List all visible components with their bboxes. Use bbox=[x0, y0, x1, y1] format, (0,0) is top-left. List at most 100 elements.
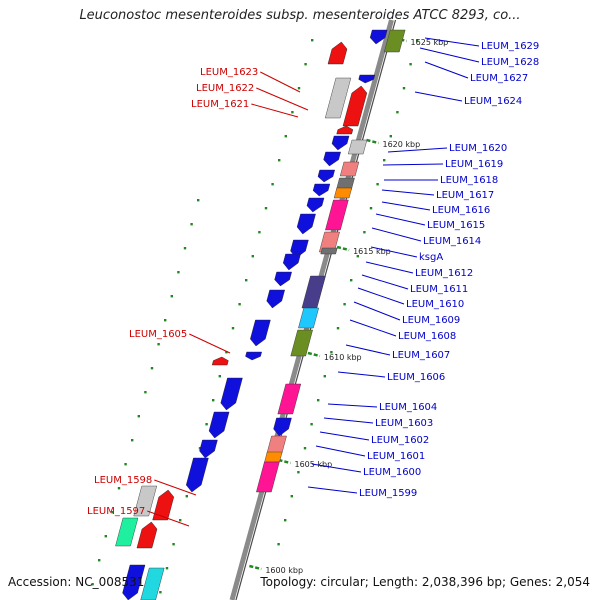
gene-feature bbox=[290, 329, 313, 357]
leader-line bbox=[349, 319, 397, 337]
gene-label: LEUM_1598 bbox=[94, 475, 152, 486]
leader-line bbox=[154, 479, 197, 496]
leader-line bbox=[353, 301, 401, 321]
gene-arrow bbox=[211, 356, 229, 366]
leader-line bbox=[311, 463, 362, 473]
guide-dot bbox=[205, 423, 208, 426]
gene-feature bbox=[245, 351, 262, 361]
guide-dot bbox=[343, 303, 346, 306]
kbp-tick bbox=[249, 564, 262, 571]
gene-arrow bbox=[266, 289, 285, 309]
gene-box bbox=[264, 451, 283, 463]
leader-line bbox=[419, 47, 480, 63]
leader-line bbox=[307, 486, 358, 494]
guide-dot bbox=[157, 343, 160, 346]
gene-feature bbox=[312, 183, 331, 197]
gene-label: LEUM_1618 bbox=[440, 175, 498, 186]
gene-label: LEUM_1616 bbox=[432, 205, 490, 216]
gene-arrow bbox=[282, 253, 301, 271]
guide-dot bbox=[185, 495, 188, 498]
guide-dot bbox=[117, 487, 121, 490]
leader-line bbox=[256, 87, 309, 111]
guide-dot bbox=[258, 231, 261, 234]
guide-dot bbox=[336, 327, 340, 330]
guide-dot bbox=[402, 87, 406, 90]
guide-dot bbox=[291, 111, 294, 114]
gene-label: LEUM_1600 bbox=[363, 467, 421, 478]
guide-dot bbox=[245, 279, 248, 282]
guide-dot bbox=[198, 447, 202, 450]
guide-dot bbox=[304, 63, 307, 66]
gene-box bbox=[266, 435, 287, 455]
kbp-tick-label: 1615 kbp bbox=[353, 247, 391, 256]
gene-feature bbox=[324, 77, 352, 119]
leader-line bbox=[357, 287, 405, 305]
guide-dot bbox=[396, 111, 399, 114]
leader-line bbox=[323, 417, 374, 424]
guide-dot bbox=[389, 135, 392, 138]
guide-dot bbox=[311, 39, 314, 42]
gene-arrow bbox=[136, 521, 158, 549]
gene-box bbox=[324, 77, 352, 119]
gene-label: LEUM_1606 bbox=[387, 372, 445, 383]
gene-box bbox=[339, 161, 360, 177]
leader-line bbox=[375, 213, 426, 226]
guide-dot bbox=[416, 39, 419, 42]
gene-feature bbox=[331, 135, 350, 151]
gene-arrow bbox=[336, 125, 354, 135]
gene-feature bbox=[264, 451, 283, 463]
gene-label: LEUM_1605 bbox=[129, 329, 187, 340]
gene-label: LEUM_1599 bbox=[359, 488, 417, 499]
gene-arrow bbox=[331, 135, 350, 151]
leader-line bbox=[424, 37, 480, 47]
guide-dot bbox=[172, 543, 175, 546]
gene-box bbox=[277, 383, 302, 415]
kbp-tick-label: 1600 kbp bbox=[265, 566, 303, 575]
gene-box bbox=[290, 329, 313, 357]
accession-text: Accession: NC_008531 bbox=[8, 575, 145, 589]
gene-feature bbox=[342, 85, 368, 127]
gene-label: LEUM_1604 bbox=[379, 402, 437, 413]
gene-feature bbox=[325, 199, 349, 231]
guide-dot bbox=[104, 535, 107, 538]
gene-arrow bbox=[317, 169, 335, 183]
guide-dot bbox=[165, 567, 169, 570]
gene-label: LEUM_1629 bbox=[481, 41, 539, 52]
guide-dot bbox=[144, 391, 147, 394]
gene-box bbox=[115, 517, 139, 547]
gene-feature bbox=[199, 439, 218, 459]
gene-feature bbox=[336, 125, 354, 135]
guide-dot bbox=[277, 543, 280, 546]
gene-arrow bbox=[199, 439, 218, 459]
gene-feature bbox=[327, 41, 348, 65]
gene-box bbox=[347, 139, 368, 155]
guide-dot bbox=[197, 199, 200, 202]
guide-dot bbox=[356, 255, 359, 258]
gene-label: LEUM_1610 bbox=[406, 299, 464, 310]
gene-box bbox=[333, 187, 353, 199]
gene-box bbox=[325, 199, 349, 231]
gene-label: LEUM_1602 bbox=[371, 435, 429, 446]
guide-dot bbox=[179, 519, 182, 522]
gene-feature bbox=[136, 521, 158, 549]
gene-box bbox=[140, 567, 165, 600]
leader-line bbox=[315, 445, 366, 457]
gene-label: LEUM_1621 bbox=[191, 99, 249, 110]
map-title: Leuconostoc mesenteroides subsp. mesente… bbox=[79, 8, 521, 23]
leader-line bbox=[260, 71, 301, 93]
kbp-tick bbox=[336, 245, 350, 252]
gene-feature bbox=[298, 307, 319, 329]
topology-text: Topology: circular; Length: 2,038,396 bp… bbox=[260, 575, 590, 589]
gene-arrow bbox=[185, 457, 209, 493]
gene-arrow bbox=[220, 377, 243, 411]
gene-arrow bbox=[342, 85, 368, 127]
gene-box bbox=[256, 461, 280, 493]
guide-dot bbox=[91, 583, 94, 586]
gene-arrow bbox=[152, 489, 175, 521]
guide-dot bbox=[212, 399, 215, 402]
guide-dot bbox=[303, 447, 307, 450]
gene-arrow bbox=[208, 411, 230, 439]
gene-label: LEUM_1615 bbox=[427, 220, 485, 231]
gene-feature bbox=[333, 187, 353, 199]
guide-dot bbox=[330, 351, 333, 354]
